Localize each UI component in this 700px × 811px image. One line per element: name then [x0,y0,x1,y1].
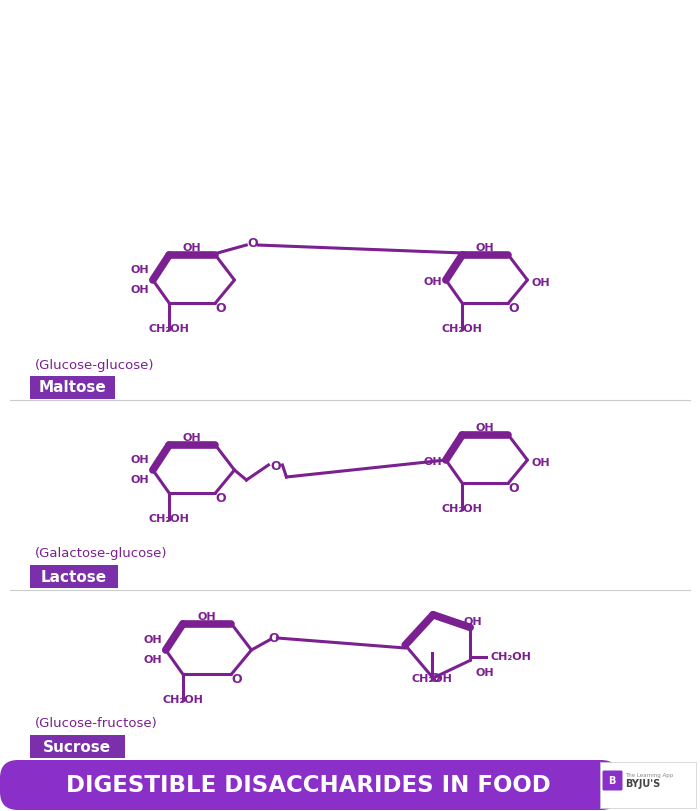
Text: O: O [247,237,258,250]
Text: OH: OH [130,455,149,465]
Text: (Glucose-fructose): (Glucose-fructose) [35,718,158,731]
Text: O: O [215,302,225,315]
Text: O: O [268,633,279,646]
Bar [30,735,125,758]
Text: CH₂OH: CH₂OH [162,695,203,706]
Bar [30,376,115,399]
Text: The Learning App: The Learning App [625,773,673,778]
Text: (Galactose-glucose): (Galactose-glucose) [35,547,167,560]
Text: OH: OH [424,277,442,287]
FancyBboxPatch shape [0,760,619,810]
Text: O: O [215,491,225,504]
Text: OH: OH [143,655,162,665]
Text: BYJU'S: BYJU'S [625,779,660,789]
Text: CH₂OH: CH₂OH [412,674,452,684]
Text: OH: OH [143,635,162,645]
Text: CH₂OH: CH₂OH [148,514,190,524]
Text: CH₂OH: CH₂OH [442,504,482,514]
Text: Sucrose: Sucrose [43,740,111,754]
Text: O: O [231,672,241,685]
Text: Lactose: Lactose [41,569,107,585]
Text: OH: OH [531,458,550,468]
Text: OH: OH [531,278,550,288]
Text: DIGESTIBLE DISACCHARIDES IN FOOD: DIGESTIBLE DISACCHARIDES IN FOOD [66,775,550,797]
Text: OH: OH [475,668,493,678]
Text: B: B [608,776,616,786]
Text: OH: OH [464,617,482,628]
Text: OH: OH [183,433,202,443]
FancyBboxPatch shape [603,770,622,791]
Text: O: O [508,482,519,495]
Text: O: O [430,672,440,685]
Text: (Glucose-glucose): (Glucose-glucose) [35,358,155,371]
Text: CH₂OH: CH₂OH [442,324,482,334]
Text: Maltose: Maltose [38,380,106,396]
Text: OH: OH [424,457,442,467]
Text: O: O [270,460,281,473]
Text: OH: OH [130,265,149,275]
Text: OH: OH [130,475,149,485]
Text: CH₂OH: CH₂OH [490,652,531,663]
Text: OH: OH [183,243,202,253]
Text: CH₂OH: CH₂OH [148,324,190,334]
Text: O: O [508,302,519,315]
Text: OH: OH [476,423,495,433]
Text: OH: OH [130,285,149,295]
Bar [600,762,696,808]
Text: OH: OH [198,611,216,622]
Bar [30,565,118,588]
Text: OH: OH [476,243,495,253]
